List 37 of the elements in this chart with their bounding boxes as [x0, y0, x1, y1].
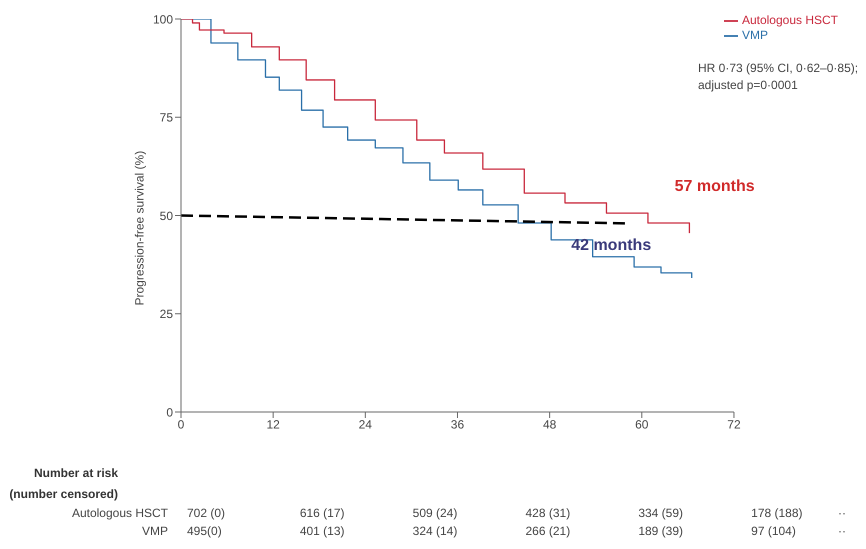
- legend-label: VMP: [742, 28, 768, 42]
- text: Autologous HSCT: [72, 506, 168, 520]
- y-axis-title: Progression-free survival (%): [132, 150, 146, 306]
- x-tick-label: 48: [542, 418, 557, 432]
- annotation: adjusted p=0·0001: [698, 77, 799, 94]
- text: (number censored): [9, 486, 118, 503]
- x-tick-label: 36: [450, 418, 464, 432]
- x-tick-label: 72: [727, 418, 741, 432]
- text: Number at risk: [32, 465, 118, 482]
- annotation: HR 0·73 (95% CI, 0·62–0·85);: [698, 60, 858, 77]
- annotation: 42 months: [571, 237, 652, 256]
- y-tick-label: 50: [160, 208, 174, 223]
- annotation: 57 months: [674, 178, 755, 196]
- text: 401 (13): [300, 524, 345, 538]
- x-tick-label: 24: [358, 418, 372, 432]
- text: 97 (104): [751, 524, 796, 538]
- y-tick-label: 25: [160, 307, 174, 322]
- text: 189 (39): [638, 524, 684, 538]
- x-tick-label: 12: [266, 418, 280, 432]
- text: 702 (0): [187, 506, 226, 520]
- text: 616 (17): [300, 506, 345, 520]
- x-tick-label: 0: [178, 418, 185, 432]
- y-tick-label: 75: [160, 110, 174, 125]
- x-tick-label: 60: [635, 418, 649, 432]
- text: ··: [838, 506, 846, 520]
- text: 178 (188): [751, 506, 803, 520]
- text: 334 (59): [638, 506, 684, 520]
- text: ··: [838, 524, 846, 538]
- text: 509 (24): [412, 506, 458, 520]
- y-tick-label: 100: [152, 12, 174, 26]
- text: 324 (14): [412, 524, 458, 538]
- y-tick-label: 0: [166, 405, 174, 420]
- text: 266 (21): [526, 524, 570, 538]
- text: 428 (31): [526, 506, 570, 520]
- legend-label: Autologous HSCT: [742, 13, 838, 27]
- text: 495(0): [187, 524, 222, 538]
- text: VMP: [142, 524, 168, 538]
